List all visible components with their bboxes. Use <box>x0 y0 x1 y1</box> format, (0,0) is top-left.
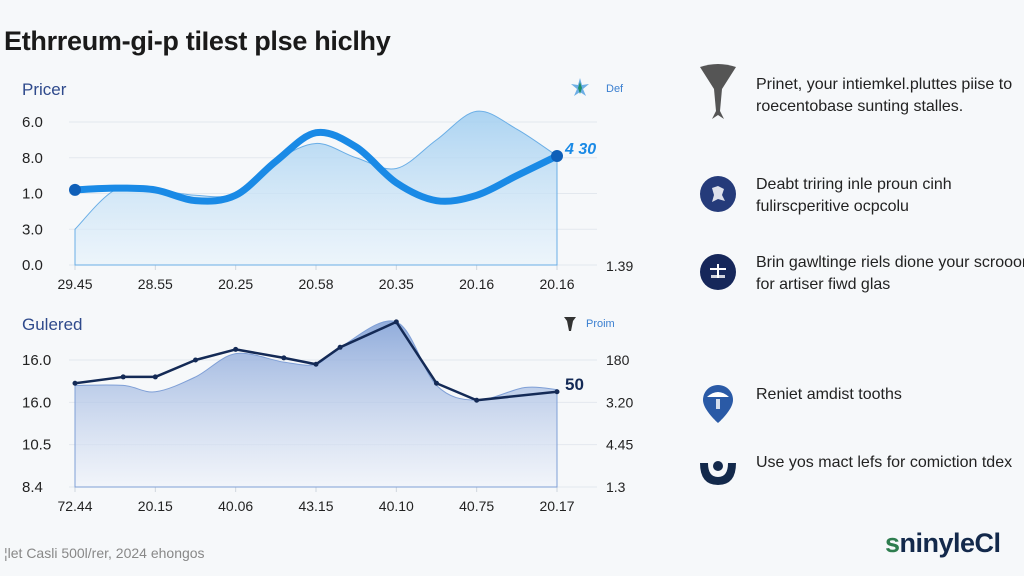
x-tick-label: 40.75 <box>459 498 494 514</box>
x-tick-label: 43.15 <box>298 498 333 514</box>
page-title: Ethrreum-gi-p tiIest plse hiclhy <box>4 26 390 57</box>
x-tick-label: 29.45 <box>57 276 92 292</box>
chart-title: Gulered <box>22 315 82 334</box>
brand-logo-text: ninyleCl <box>900 528 1001 558</box>
legend-label: Proim <box>586 318 615 330</box>
start-marker[interactable] <box>69 184 81 196</box>
sidebar-item-5[interactable]: Use yos mact lefs for comiction tdex <box>698 452 1024 492</box>
sidebar-item-4[interactable]: Reniet amdist tooths <box>698 384 1024 424</box>
brand-logo[interactable]: sninyleCl <box>885 528 1001 559</box>
right-axis-label: 1.39 <box>606 258 633 274</box>
target-icon <box>698 452 738 492</box>
y-tick-label: 16.0 <box>22 394 51 411</box>
legend[interactable]: Proim <box>564 317 615 331</box>
data-point[interactable] <box>434 381 439 386</box>
data-point[interactable] <box>314 362 319 367</box>
right-tick-label: 3.20 <box>606 394 633 410</box>
data-point[interactable] <box>73 381 78 386</box>
map-pin-icon <box>698 384 738 424</box>
data-point[interactable] <box>153 374 158 379</box>
y-tick-label: 16.0 <box>22 352 51 369</box>
x-tick-label: 20.16 <box>539 276 574 292</box>
sidebar-text: Use yos mact lefs for comiction tdex <box>756 452 1024 474</box>
x-tick-label: 28.55 <box>138 276 173 292</box>
data-point[interactable] <box>233 347 238 352</box>
y-tick-label: 8.0 <box>22 150 43 167</box>
legend[interactable]: Def <box>571 78 624 96</box>
x-tick-label: 20.35 <box>379 276 414 292</box>
right-tick-label: 1.3 <box>606 479 626 495</box>
gulered-chart-svg: Gulered Proim 16.0 16.0 10.5 8.4 180 3.20 4.4… <box>0 305 680 530</box>
sidebar-item-1[interactable]: Prinet, your intiemkel.pluttes piise to … <box>698 74 1024 118</box>
y-tick-label: 10.5 <box>22 437 51 454</box>
data-point[interactable] <box>338 345 343 350</box>
right-tick-label: 4.45 <box>606 437 633 453</box>
data-point[interactable] <box>555 389 560 394</box>
x-tick-label: 20.15 <box>138 498 173 514</box>
end-value-label: 4 30 <box>564 141 596 158</box>
funnel-icon <box>698 74 738 114</box>
sidebar-item-2[interactable]: Deabt triring inle proun cinh fulirscper… <box>698 174 1024 218</box>
x-tick-label: 40.06 <box>218 498 253 514</box>
y-tick-label: 8.4 <box>22 479 43 496</box>
sidebar-text: Reniet amdist tooths <box>756 384 1024 406</box>
x-tick-label: 20.16 <box>459 276 494 292</box>
area-series <box>75 321 557 487</box>
gulered-chart: Gulered Proim 16.0 16.0 10.5 8.4 180 3.20 4.4… <box>0 305 680 530</box>
end-marker[interactable] <box>551 150 563 162</box>
right-tick-label: 180 <box>606 352 630 368</box>
data-point[interactable] <box>281 355 286 360</box>
sidebar-item-3[interactable]: Brin gawltinge riels dione your scrooon … <box>698 252 1024 296</box>
scale-badge-icon <box>698 252 738 292</box>
sidebar-text: Prinet, your intiemkel.pluttes piise to … <box>756 74 1024 118</box>
footer-caption: ¦let Casli 500l/rer, 2024 ehongos <box>4 545 205 561</box>
pin-icon <box>564 317 576 331</box>
x-tick-label: 40.10 <box>379 498 414 514</box>
brand-logo-accent: s <box>885 528 900 558</box>
legend-label: Def <box>606 83 624 95</box>
price-chart-svg: Pricer Def 6.0 8.0 1.0 3.0 0.0 29.45 28.55 20.… <box>0 70 680 295</box>
settings-badge-icon <box>698 174 738 214</box>
y-tick-label: 3.0 <box>22 221 43 238</box>
x-tick-label: 20.58 <box>298 276 333 292</box>
sidebar-text: Deabt triring inle proun cinh fulirscper… <box>756 174 1024 218</box>
end-value-label: 50 <box>565 375 584 394</box>
y-tick-label: 6.0 <box>22 114 43 131</box>
x-tick-label: 20.25 <box>218 276 253 292</box>
sidebar-text: Brin gawltinge riels dione your scrooon … <box>756 252 1024 296</box>
x-tick-label: 72.44 <box>57 498 92 514</box>
data-point[interactable] <box>121 374 126 379</box>
chart-title: Pricer <box>22 80 67 99</box>
x-tick-label: 20.17 <box>539 498 574 514</box>
data-point[interactable] <box>474 398 479 403</box>
y-tick-label: 1.0 <box>22 186 43 203</box>
data-point[interactable] <box>394 319 399 324</box>
price-chart: Pricer Def 6.0 8.0 1.0 3.0 0.0 29.45 28.55 20.… <box>0 70 680 295</box>
star-icon <box>571 78 589 96</box>
data-point[interactable] <box>193 358 198 363</box>
y-tick-label: 0.0 <box>22 257 43 274</box>
